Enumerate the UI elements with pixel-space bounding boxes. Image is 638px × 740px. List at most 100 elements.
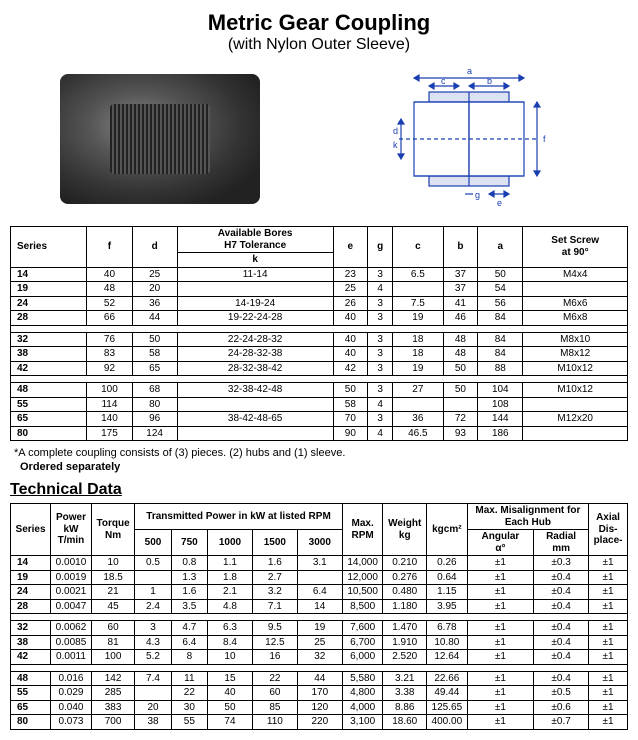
table-cell: 14 (297, 599, 342, 614)
table-cell: 0.5 (135, 556, 171, 571)
table-cell: 5.2 (135, 650, 171, 665)
table-cell: 44 (132, 311, 177, 326)
table-row: 481006832-38-42-485032750104M10x12 (11, 383, 628, 398)
table-cell: 11 (171, 671, 207, 686)
table-cell: ±1 (467, 715, 533, 730)
tech-tbody: 140.0010100.50.81.11.63.114,0000.2100.26… (11, 556, 628, 730)
table-cell: ±1 (589, 570, 628, 585)
table-cell: 6,000 (342, 650, 383, 665)
table-cell: 72 (443, 412, 478, 427)
table-cell: 27 (393, 383, 443, 398)
table-cell: ±1 (467, 686, 533, 701)
table-row: 651409638-42-48-657033672144M12x20 (11, 412, 628, 427)
table-cell: 32 (11, 332, 87, 347)
table-cell: 80 (11, 426, 87, 441)
t-weight: Weight kg (383, 504, 427, 556)
table-cell: 38-42-48-65 (177, 412, 333, 427)
table-cell: M8x10 (523, 332, 628, 347)
table-cell: 3 (368, 347, 393, 362)
table-cell: 14 (11, 267, 87, 282)
table-cell: 56 (478, 296, 523, 311)
table-cell: 40 (87, 267, 132, 282)
table-cell: 28 (11, 599, 51, 614)
table-cell: 58 (132, 347, 177, 362)
table-cell: 24 (11, 296, 87, 311)
table-cell: 85 (252, 700, 297, 715)
table-row: 420.00111005.281016326,0002.52012.64±1±0… (11, 650, 628, 665)
table-cell: ±0.7 (534, 715, 589, 730)
t-misal: Max. Misalignment for Each Hub (467, 504, 588, 530)
table-row: 550.0292852240601704,8003.3849.44±1±0.5±… (11, 686, 628, 701)
table-cell: 26 (333, 296, 368, 311)
table-cell: 3 (368, 361, 393, 376)
figure-row: a b c d k f g e (10, 64, 628, 214)
t-3000: 3000 (297, 530, 342, 556)
col-series: Series (11, 227, 87, 268)
table-cell: 80 (11, 715, 51, 730)
table-cell: 7.5 (393, 296, 443, 311)
table-cell: 30 (171, 700, 207, 715)
table-row: 380.0085814.36.48.412.5256,7001.91010.80… (11, 635, 628, 650)
table-cell: 0.8 (171, 556, 207, 571)
col-g: g (368, 227, 393, 268)
t-kgcm2: kgcm² (426, 504, 467, 556)
t-rad: Radial mm (534, 530, 589, 556)
table-cell: 3 (368, 311, 393, 326)
table-cell: 142 (91, 671, 135, 686)
table-cell: ±0.4 (534, 570, 589, 585)
table-cell: 48 (443, 347, 478, 362)
col-c: c (393, 227, 443, 268)
table-cell: ±0.4 (534, 621, 589, 636)
table-cell: 0.64 (426, 570, 467, 585)
col-e: e (333, 227, 368, 268)
table-row: 14402511-142336.53750M4x4 (11, 267, 628, 282)
table-cell: 8,500 (342, 599, 383, 614)
table-cell: 124 (132, 426, 177, 441)
table-cell: 22 (171, 686, 207, 701)
table-cell: 83 (87, 347, 132, 362)
table-cell: 3.5 (171, 599, 207, 614)
table-cell: 42 (333, 361, 368, 376)
table-cell: ±0.6 (534, 700, 589, 715)
table-cell: 18.5 (91, 570, 135, 585)
table-cell: 49.44 (426, 686, 467, 701)
table-cell: 40 (333, 332, 368, 347)
table-cell: 25 (132, 267, 177, 282)
col-a: a (478, 227, 523, 268)
t-1000: 1000 (208, 530, 253, 556)
table-cell: 0.26 (426, 556, 467, 571)
table-cell: 3.1 (297, 556, 342, 571)
table-cell: 50 (443, 361, 478, 376)
table-cell: 18.60 (383, 715, 427, 730)
table-row: 1948202543754 (11, 282, 628, 297)
note-composition: *A complete coupling consists of (3) pie… (14, 447, 628, 459)
table-cell: 22.66 (426, 671, 467, 686)
table-cell: 144 (478, 412, 523, 427)
t-maxrpm: Max. RPM (342, 504, 383, 556)
table-cell: 8.86 (383, 700, 427, 715)
table-cell: 92 (87, 361, 132, 376)
table-cell: 19 (393, 361, 443, 376)
table-cell: 84 (478, 347, 523, 362)
table-cell: 38 (135, 715, 171, 730)
table-cell: 96 (132, 412, 177, 427)
table-cell: 1 (135, 585, 171, 600)
table-cell: ±1 (467, 700, 533, 715)
table-cell: 40 (333, 311, 368, 326)
table-cell: 8.4 (208, 635, 253, 650)
table-cell: 0.0085 (51, 635, 92, 650)
table-cell: M8x12 (523, 347, 628, 362)
table-cell: 41 (443, 296, 478, 311)
table-cell: ±1 (589, 556, 628, 571)
table-row: 42926528-32-38-42423195088M10x12 (11, 361, 628, 376)
table-cell: ±0.4 (534, 650, 589, 665)
table-cell (393, 397, 443, 412)
table-cell: 6.78 (426, 621, 467, 636)
table-cell: 65 (11, 412, 87, 427)
t-torque: Torque Nm (91, 504, 135, 556)
table-cell: 42 (11, 361, 87, 376)
table-cell: ±0.4 (534, 671, 589, 686)
t-1500: 1500 (252, 530, 297, 556)
table-cell: 9.5 (252, 621, 297, 636)
table-cell: 23 (333, 267, 368, 282)
